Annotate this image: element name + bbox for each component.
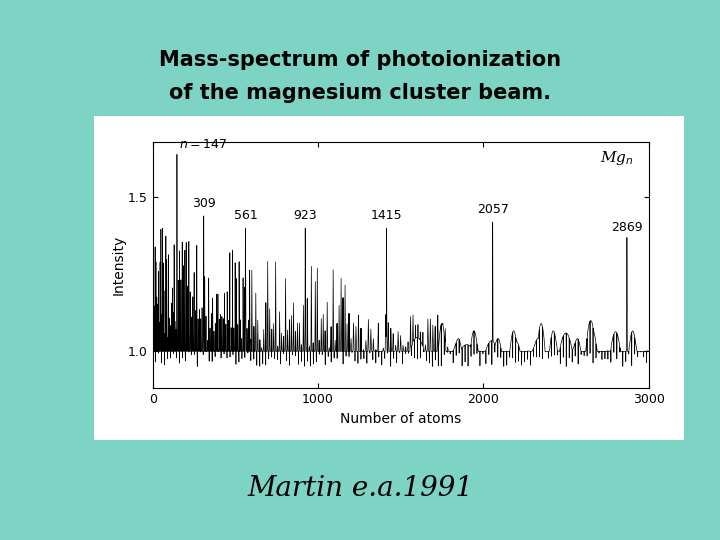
Text: $n = 147$: $n = 147$ <box>179 138 228 151</box>
Text: Mass-spectrum of photoionization: Mass-spectrum of photoionization <box>159 50 561 70</box>
Text: 309: 309 <box>192 197 215 210</box>
Text: 923: 923 <box>294 209 317 222</box>
Y-axis label: Intensity: Intensity <box>111 235 125 295</box>
X-axis label: Number of atoms: Number of atoms <box>340 411 462 426</box>
Text: 2057: 2057 <box>477 203 508 216</box>
Text: of the magnesium cluster beam.: of the magnesium cluster beam. <box>169 83 551 103</box>
Text: 1415: 1415 <box>371 209 402 222</box>
Text: 561: 561 <box>233 209 257 222</box>
Text: 2869: 2869 <box>611 221 643 234</box>
Text: Martin e.a.1991: Martin e.a.1991 <box>247 475 473 502</box>
Text: Mg$_n$: Mg$_n$ <box>600 150 634 167</box>
